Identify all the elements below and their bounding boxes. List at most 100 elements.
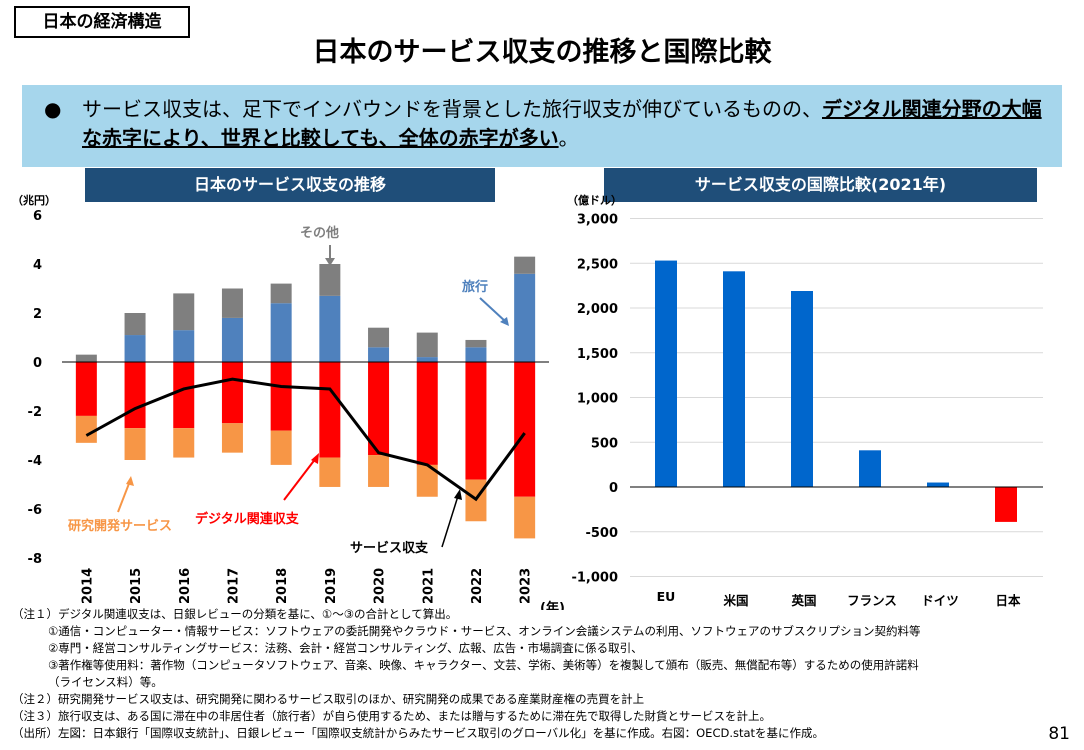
note-line: （ライセンス料）等。: [48, 675, 163, 689]
y-tick-label: 0: [609, 481, 618, 496]
x-tick-label: 日本: [995, 593, 1021, 608]
x-tick-label: ドイツ: [921, 593, 959, 608]
y-tick-label: -500: [585, 526, 618, 541]
arrow-rd: [117, 480, 131, 513]
bar-rd-services: [368, 455, 390, 487]
summary-end: 。: [558, 126, 579, 150]
bar-other: [465, 339, 487, 348]
x-tick-label: 2016: [178, 568, 193, 604]
bar-other: [416, 332, 438, 358]
arrow-rd-head: [126, 476, 134, 486]
bar-rd-services: [124, 428, 146, 460]
arrow-services: [441, 495, 459, 548]
bar-2: [723, 271, 745, 487]
bar-digital: [221, 362, 243, 424]
y-tick-label: 2: [33, 307, 42, 322]
bar-other: [514, 256, 536, 274]
y-tick-label: -4: [28, 454, 42, 469]
x-tick-label: 2017: [226, 568, 241, 604]
y-axis-unit: （兆円）: [12, 193, 56, 207]
bar-travel: [173, 330, 195, 362]
services-balance-trend-chart: （兆円） 6 4 2 0 -2 -4 -6 -8 2014 2015 2016 2017 2018 2019…: [12, 193, 565, 610]
label-digital: デジタル関連収支: [195, 511, 300, 527]
y-tick-label: 2,000: [577, 302, 618, 317]
arrow-digital-head: [311, 453, 319, 464]
bar-other: [319, 264, 341, 296]
bar-travel: [514, 273, 536, 362]
arrow-travel: [479, 297, 507, 323]
bar-rd-services: [514, 496, 536, 539]
bar-rd-services: [221, 423, 243, 453]
y-tick-label: -6: [28, 503, 42, 518]
bar-travel: [221, 317, 243, 362]
bar-digital: [270, 362, 292, 431]
left-chart-title: 日本のサービス収支の推移: [85, 168, 495, 202]
services-balance-international-chart: （億ドル） 3,000 2,500 2,000 1,500 1,000 500 0 -500 -1…: [567, 193, 1043, 608]
y-axis-unit: （億ドル）: [567, 193, 622, 207]
summary-banner: ● サービス収支は、足下でインバウンドを背景とした旅行収支が伸びているものの、デ…: [22, 85, 1062, 167]
bar-rd-services: [416, 464, 438, 497]
bar-5: [927, 482, 949, 487]
y-tick-label: 1,500: [577, 347, 618, 362]
note-line: （出所）左図：日本銀行「国際収支統計」、日銀レビュー「国際収支統計からみたサービ…: [12, 726, 825, 740]
x-tick-label: 2019: [324, 568, 339, 604]
right-chart-title: サービス収支の国際比較(2021年): [604, 168, 1037, 202]
label-other: その他: [300, 225, 339, 241]
note-line: ③著作権等使用料：著作物（コンピュータソフトウェア、音楽、映像、キャラクター、文…: [48, 658, 919, 672]
label-services-balance: サービス収支: [350, 540, 429, 556]
note-line: （注３）旅行収支は、ある国に滞在中の非居住者（旅行者）が自ら使用するため、または…: [12, 709, 771, 723]
x-tick-label: 2022: [470, 568, 485, 604]
y-tick-label: 500: [591, 436, 618, 451]
bar-other: [221, 288, 243, 318]
bar-digital: [368, 362, 390, 456]
bar-travel: [270, 303, 292, 362]
bar-travel: [319, 295, 341, 362]
note-line: （注１）デジタル関連収支は、日銀レビューの分類を基に、①～③の合計として算出。: [12, 607, 458, 621]
y-tick-label: 4: [33, 258, 42, 273]
bar-rd-services: [173, 428, 195, 458]
label-rd-services: 研究開発サービス: [68, 518, 172, 534]
bullet-icon: ●: [44, 97, 62, 121]
services-balance-line: [85, 377, 526, 502]
bar-other: [270, 283, 292, 304]
arrow-services-head: [454, 489, 462, 500]
y-tick-label: -8: [28, 552, 42, 567]
x-axis-unit: (年): [540, 600, 565, 610]
y-tick-label: 6: [33, 209, 42, 224]
bar-travel: [465, 347, 487, 362]
x-tick-label: 英国: [791, 593, 816, 608]
x-tick-label: 2021: [421, 568, 436, 604]
arrow-travel-head: [500, 317, 509, 326]
bar-3: [791, 290, 813, 487]
bar-rd-services: [319, 457, 341, 487]
summary-emphasis: デジタル関連分野の大幅な赤字により、世界と比較しても、全体の赤字が多い: [82, 97, 1042, 150]
summary-text: サービス収支は、足下でインバウンドを背景とした旅行収支が伸びているものの、デジタ…: [82, 95, 1042, 153]
note-line: （注２）研究開発サービス収支は、研究開発に関わるサービス取引のほか、研究開発の成…: [12, 692, 645, 706]
bar-digital: [319, 362, 341, 458]
x-tick-label: 米国: [722, 593, 748, 608]
bar-6: [995, 487, 1017, 522]
summary-plain: サービス収支は、足下でインバウンドを背景とした旅行収支が伸びているものの、: [82, 97, 822, 121]
x-tick-label: 2023: [519, 568, 534, 604]
page-title: 日本のサービス収支の推移と国際比較: [312, 37, 772, 68]
bar-4: [859, 450, 881, 487]
bar-other: [368, 327, 390, 348]
x-tick-label: 2020: [373, 568, 388, 604]
y-tick-label: -1,000: [571, 571, 618, 586]
arrow-other-head: [325, 258, 335, 266]
arrow-digital: [283, 457, 317, 501]
bar-other: [124, 313, 146, 336]
page-number: 81: [1048, 724, 1070, 744]
x-tick-label: フランス: [847, 593, 897, 608]
bar-digital: [75, 362, 97, 416]
x-tick-label: 2015: [129, 568, 144, 604]
bar-rd-services: [75, 415, 97, 443]
y-tick-label: 2,500: [577, 257, 618, 272]
x-tick-label: 2018: [275, 568, 290, 604]
y-tick-label: 1,000: [577, 392, 618, 407]
section-tag: 日本の経済構造: [14, 6, 190, 38]
y-tick-label: 0: [33, 356, 42, 371]
bar-digital: [465, 362, 487, 480]
y-tick-label: 3,000: [577, 213, 618, 228]
bar-digital: [173, 362, 195, 429]
